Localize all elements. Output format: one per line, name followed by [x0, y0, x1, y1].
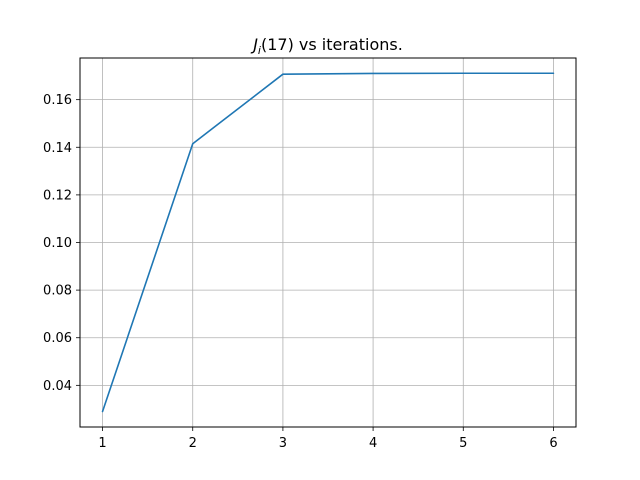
x-tick-label: 1	[98, 436, 106, 451]
series-line	[101, 72, 555, 413]
grid	[80, 58, 576, 427]
title-rest: (17) vs iterations.	[261, 35, 403, 54]
y-tick-label: 0.06	[43, 331, 72, 346]
y-tick-label: 0.16	[43, 93, 72, 108]
data-point	[372, 73, 374, 75]
data-point	[462, 72, 464, 74]
title-subscript: i	[258, 44, 261, 57]
y-tick-label: 0.14	[43, 141, 72, 156]
x-tick-label: 3	[279, 436, 287, 451]
y-tick-label: 0.10	[43, 236, 72, 251]
data-point	[553, 72, 555, 74]
series-layer	[101, 72, 555, 413]
data-point	[282, 73, 284, 75]
axes-frame	[79, 57, 577, 428]
axis-ticks: 1 2 3 4 5 6 0.04 0.06 0.08 0.10 0.12 0.14 0.16	[43, 93, 558, 451]
data-point	[192, 143, 194, 145]
x-tick-label: 2	[189, 436, 197, 451]
y-tick-label: 0.12	[43, 188, 72, 203]
y-tick-label: 0.08	[43, 284, 72, 299]
title-symbol: J	[250, 35, 258, 54]
chart-title: Ji(17) vs iterations.	[250, 35, 403, 57]
x-tick-label: 4	[369, 436, 377, 451]
data-point	[102, 411, 104, 413]
x-tick-label: 5	[459, 436, 467, 451]
x-tick-label: 6	[549, 436, 557, 451]
y-tick-label: 0.04	[43, 379, 72, 394]
